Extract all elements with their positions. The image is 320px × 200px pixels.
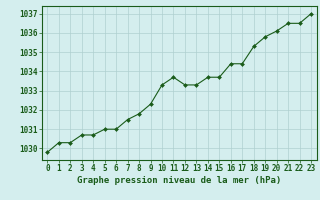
X-axis label: Graphe pression niveau de la mer (hPa): Graphe pression niveau de la mer (hPa)	[77, 176, 281, 185]
